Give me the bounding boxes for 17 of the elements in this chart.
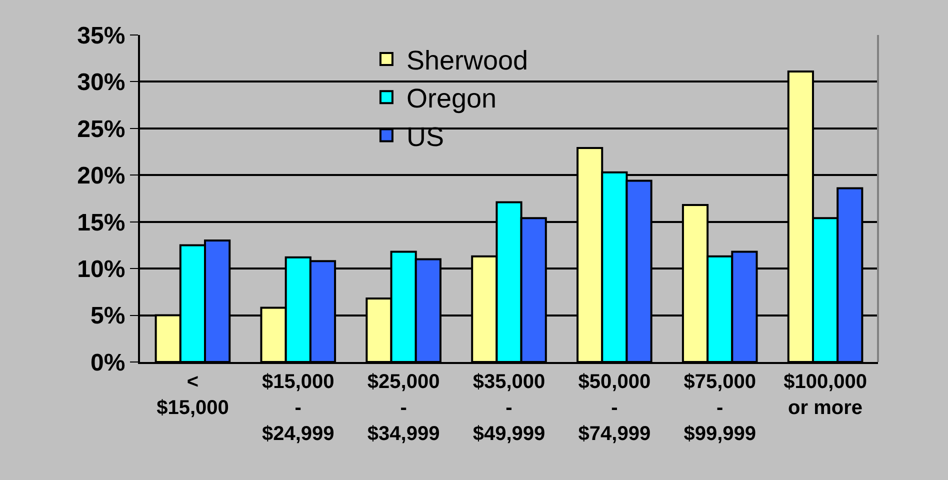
x-tick-label: $100,000 or more xyxy=(784,371,867,419)
legend-label: Sherwood xyxy=(406,46,528,76)
y-tick-label: 5% xyxy=(90,302,126,330)
x-tick-label: < $15,000 xyxy=(156,371,229,419)
legend-label: Oregon xyxy=(406,84,497,114)
x-tick-label: $50,000 - $74,999 xyxy=(578,371,651,445)
y-tick-label: 10% xyxy=(77,256,126,283)
x-tick-label: $35,000 - $49,999 xyxy=(472,371,546,445)
y-tick-label: 30% xyxy=(77,69,126,96)
x-tick-label: $15,000 - $24,999 xyxy=(262,371,334,445)
y-tick-label: 25% xyxy=(77,116,126,143)
x-tick-label: $25,000 - $34,999 xyxy=(367,371,440,445)
x-tick-label: $75,000 - $99,999 xyxy=(684,371,756,445)
y-tick-label: 0% xyxy=(90,349,126,376)
y-tick-label: 20% xyxy=(77,162,126,190)
y-tick-label: 35% xyxy=(77,22,126,50)
y-tick-label: 15% xyxy=(77,209,126,236)
